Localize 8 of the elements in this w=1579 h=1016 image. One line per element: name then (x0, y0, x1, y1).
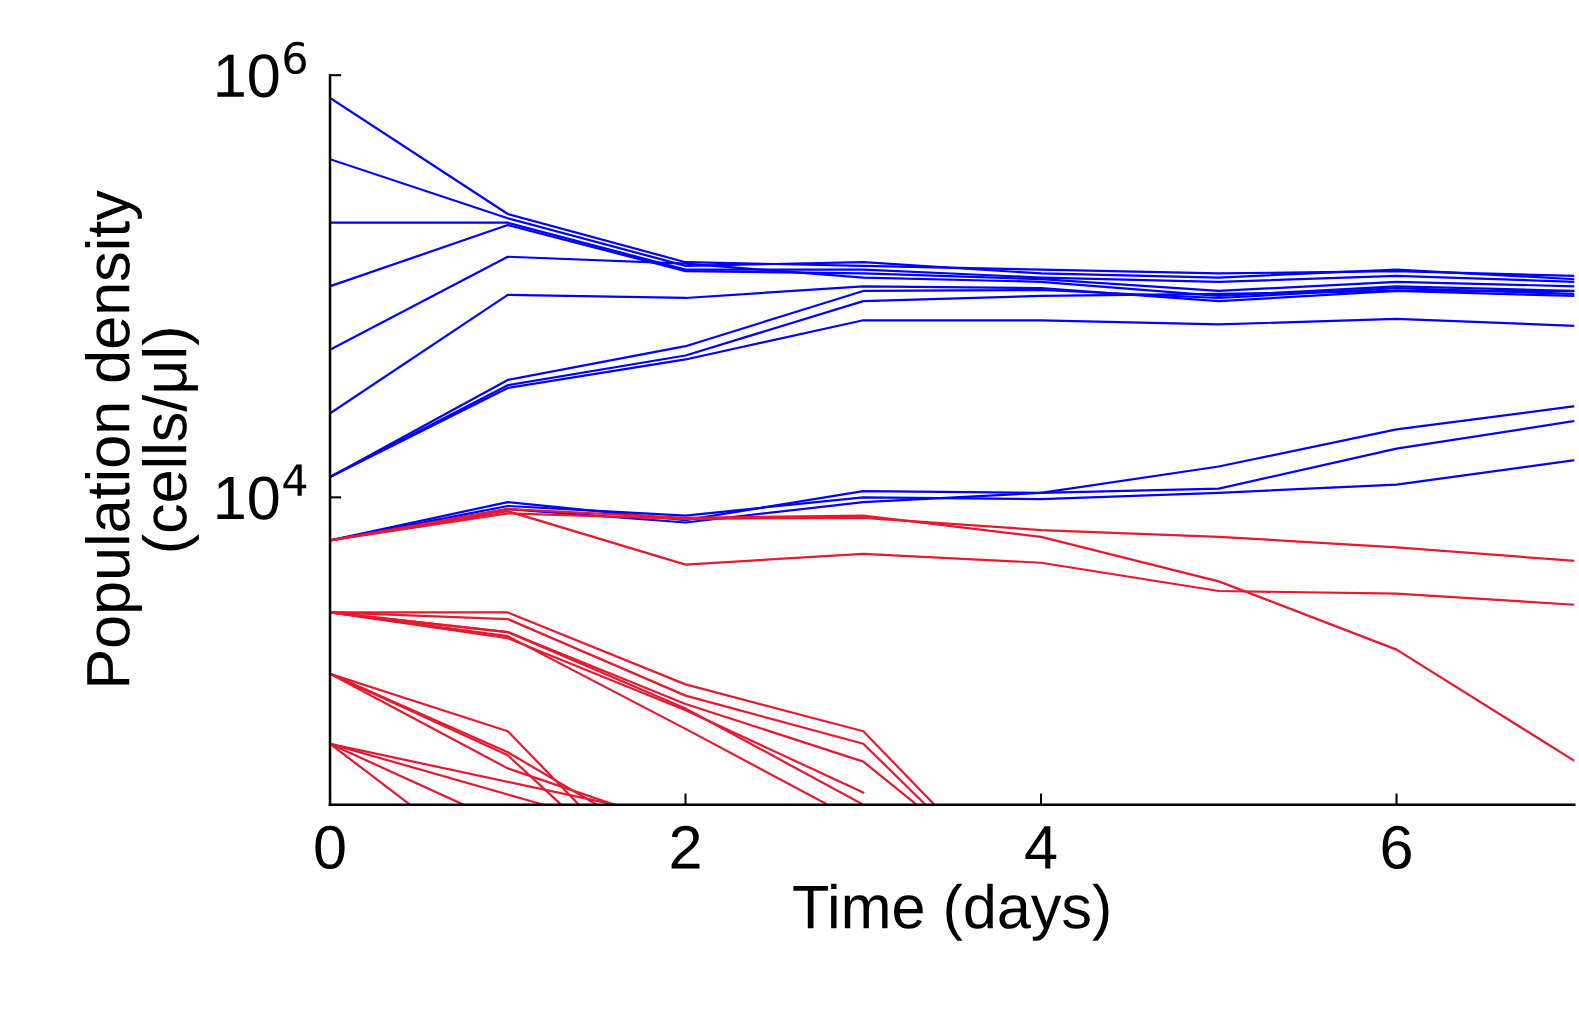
x-tick-label: 6 (1382, 825, 1411, 869)
x-axis-title: Time (days) (793, 883, 1109, 941)
y-tick-label: 10$^{4}$ (217, 464, 307, 520)
x-tick-label: 0 (315, 825, 345, 869)
y-tick-label: 10$^{6}$ (217, 41, 306, 98)
x-tick-label: 4 (1025, 826, 1057, 869)
y-axis-title: Population density (cells/μl) (84, 190, 199, 685)
x-tick-label: 2 (671, 825, 700, 869)
